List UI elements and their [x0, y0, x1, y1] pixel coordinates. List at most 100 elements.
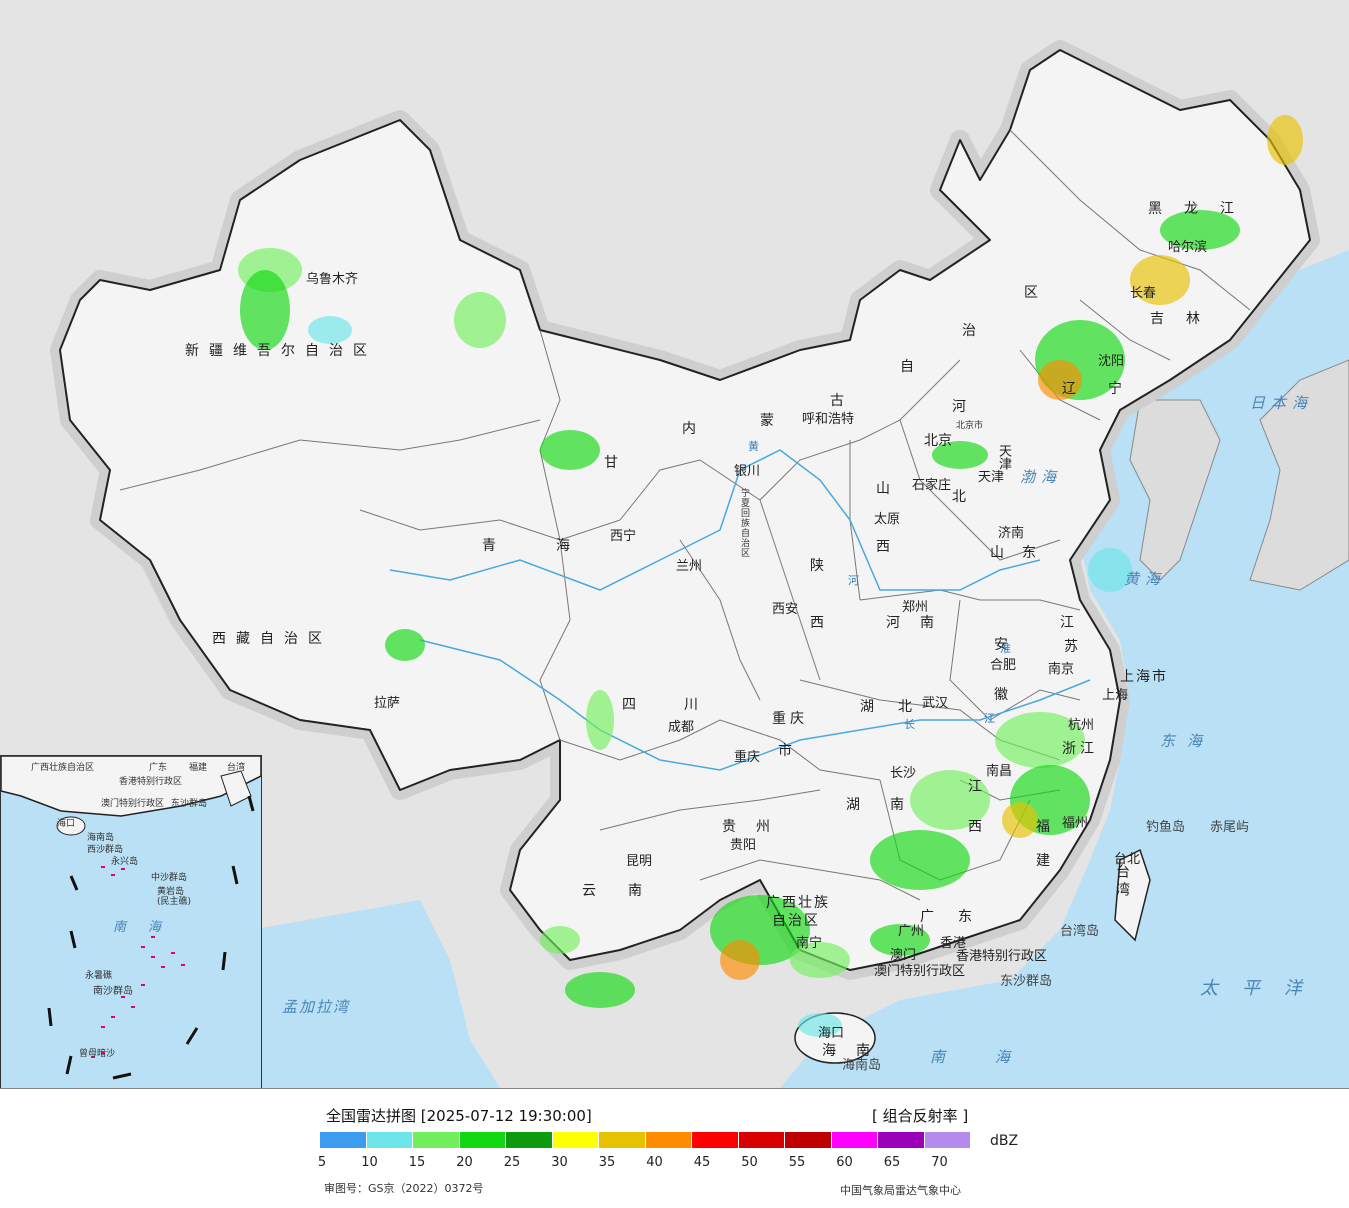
south-china-sea-inset: 广西壮族自治区 广东 福建 台湾 香港特别行政区 澳门特别行政区 东沙群岛 海口…: [0, 755, 262, 1088]
inset-label-xisha: 西沙群岛: [87, 845, 124, 855]
radar-echo: [995, 712, 1085, 768]
colorbar-tick-label: 20: [456, 1155, 473, 1170]
province-label-hubei: 湖北: [860, 699, 936, 715]
island-markers: [91, 866, 185, 1058]
province-label-zhi: 治: [962, 323, 986, 339]
province-label-bei: 北: [952, 489, 976, 505]
province-label-jiangxi-jiang: 江: [968, 779, 992, 795]
island-marker: [151, 956, 155, 958]
colorbar-tick-label: 30: [551, 1155, 568, 1170]
colorbar-tick-label: 40: [646, 1155, 663, 1170]
island-marker: [181, 964, 185, 966]
inset-label-huangyan: 黄岩岛: [157, 887, 185, 897]
japan-landmass: [1249, 359, 1349, 591]
city-label-kunming: 昆明: [626, 854, 653, 869]
radar-echo: [240, 270, 290, 350]
radar-echo: [1088, 548, 1132, 592]
island-marker: [101, 1026, 105, 1028]
radar-echo: [790, 942, 850, 978]
inset-label-zengmu: 曾母暗沙: [79, 1049, 116, 1059]
colorbar-swatch: [459, 1132, 506, 1148]
province-label-jiangxi-xi: 西: [968, 819, 992, 835]
radar-echo: [1160, 210, 1240, 250]
colorbar-tick-label: 15: [408, 1155, 426, 1170]
island-marker: [151, 936, 155, 938]
colorbar-swatch: [692, 1132, 739, 1148]
colorbar-swatch: [413, 1132, 460, 1148]
legend-unit: dBZ: [990, 1133, 1019, 1149]
province-label-guizhou: 贵州: [722, 819, 790, 835]
city-label-lhasa: 拉萨: [374, 696, 401, 711]
river-label-he: 河: [848, 574, 859, 587]
inset-label-zhongsha: 中沙群岛: [151, 873, 188, 883]
island-marker: [141, 984, 145, 986]
sea-label-donghai: 东海: [1160, 732, 1215, 750]
colorbar-tick-label: 35: [598, 1155, 616, 1170]
province-label-ningxia: 宁夏回族自治区: [739, 488, 749, 558]
island-label-diaoyu: 钓鱼岛: [1146, 820, 1186, 835]
city-label-fuzhou: 福州: [1062, 816, 1089, 831]
province-label-heilongjiang: 黑龙江: [1148, 201, 1256, 217]
map-area[interactable]: 新疆维吾尔自治区 西藏自治区 青海 甘 内 蒙 古 自 治 区 黑龙江 吉林 辽…: [0, 0, 1349, 1089]
inset-label-yongshu: 永暑礁: [85, 971, 113, 981]
colorbar-tick-label: 5: [317, 1155, 327, 1170]
inset-label-yongxing: 永兴岛: [111, 857, 139, 867]
colorbar-tick-label: 60: [836, 1155, 853, 1170]
province-label-qu: 区: [1024, 285, 1048, 301]
city-label-harbin: 哈尔滨: [1168, 240, 1208, 255]
city-label-macau: 澳门: [890, 948, 917, 963]
province-label-hui: 徽: [994, 687, 1018, 703]
sea-label-bohai: 渤海: [1020, 468, 1063, 486]
city-label-urumqi: 乌鲁木齐: [306, 272, 359, 287]
province-label-xizang: 西藏自治区: [212, 631, 332, 647]
inset-label-haikou: 海口: [57, 819, 76, 829]
radar-echo: [932, 441, 988, 469]
radar-echo: [540, 926, 580, 954]
sea-label-japan: 日本海: [1250, 394, 1314, 412]
city-label-nanjing: 南京: [1048, 662, 1075, 677]
province-label-shanghai: 上海市: [1120, 669, 1168, 685]
radar-echo: [798, 1013, 842, 1037]
colorbar-tick-label: 10: [361, 1155, 378, 1170]
colorbar-tick-label: 65: [883, 1155, 901, 1170]
province-label-zi: 自: [900, 359, 924, 375]
city-label-hongkong: 香港: [940, 936, 967, 951]
city-label-chongqing: 重庆: [734, 750, 761, 765]
inset-label-guangdong: 广东: [149, 763, 168, 773]
inset-label-hainan: 海南岛: [87, 833, 115, 843]
island-marker: [131, 1006, 135, 1008]
province-label-shaanxi-xi: 西: [810, 615, 834, 631]
province-label-taiwan: 台湾: [1114, 864, 1130, 900]
province-label-macau-sar: 澳门特别行政区: [874, 964, 966, 979]
inset-hainan: [56, 816, 86, 836]
island-marker: [161, 966, 165, 968]
city-label-taiyuan: 太原: [874, 512, 901, 527]
city-label-beijing: 北京: [924, 433, 952, 449]
island-marker: [101, 866, 105, 868]
province-label-he: 河: [952, 399, 976, 415]
province-label-jilin: 吉林: [1150, 311, 1222, 327]
city-label-shenyang: 沈阳: [1098, 354, 1125, 369]
legend-title: 全国雷达拼图 [2025-07-12 19:30:00]: [326, 1107, 592, 1125]
city-label-yinchuan: 银川: [734, 464, 761, 479]
inset-label-fujian: 福建: [189, 763, 208, 773]
city-label-xining: 西宁: [610, 529, 637, 544]
inset-label-macau: 澳门特别行政区: [101, 799, 165, 809]
colorbar-swatch: [738, 1132, 785, 1148]
colorbar-swatch: [878, 1132, 925, 1148]
legend-product: [ 组合反射率 ]: [872, 1107, 969, 1125]
colorbar-tick-label: 50: [741, 1155, 758, 1170]
taiwan-island: [1114, 848, 1151, 942]
sea-label-bengal: 孟加拉湾: [282, 998, 351, 1016]
province-label-hongkong-sar: 香港特别行政区: [956, 949, 1048, 964]
inset-taiwan: [220, 770, 252, 807]
island-marker: [111, 874, 115, 876]
data-source: 中国气象局雷达气象中心: [840, 1184, 961, 1197]
city-label-nanchang: 南昌: [986, 764, 1013, 779]
city-label-guangzhou: 广州: [898, 924, 925, 939]
colorbar-swatch: [320, 1132, 367, 1148]
colorbar-tick-label: 70: [931, 1155, 948, 1170]
radar-echo: [385, 629, 425, 661]
province-label-hunan: 湖南: [846, 797, 934, 813]
radar-echo: [586, 690, 614, 750]
